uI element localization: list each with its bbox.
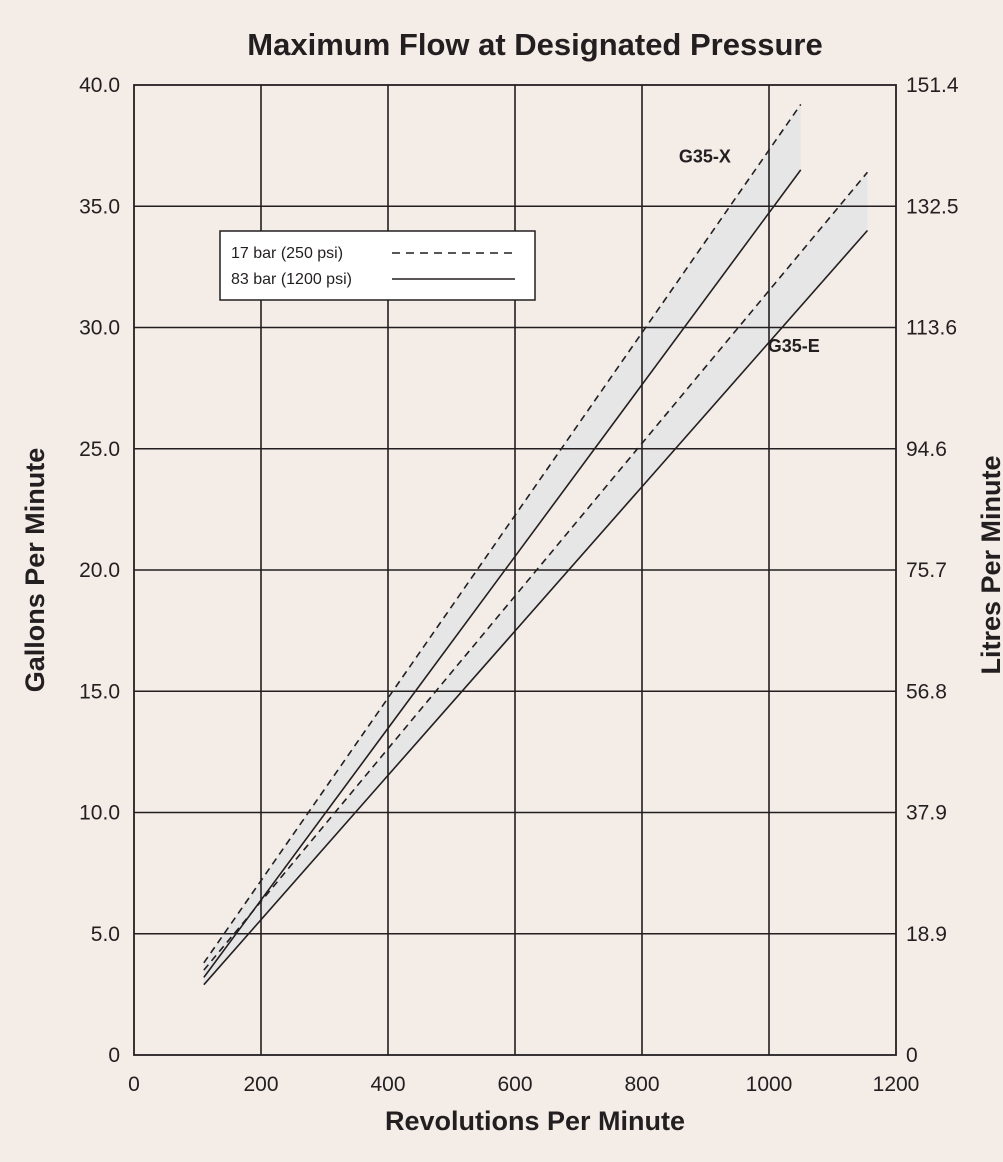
y-tick-labels-left: 0 5.0 10.0 15.0 20.0 25.0 30.0 35.0 40.0	[79, 74, 120, 1067]
band-g35-x	[203, 104, 801, 978]
series-line-g35-x-dashed	[203, 103, 802, 964]
x-tick-labels: 0 200 400 600 800 1000 1200	[128, 1073, 919, 1096]
y-tick-label-left: 30.0	[79, 317, 120, 340]
legend-box	[219, 230, 536, 301]
y-tick-label-left: 40.0	[79, 74, 120, 97]
y-tick-label-right: 132.5	[906, 195, 959, 218]
series-labels: G35-X G35-E	[679, 147, 820, 356]
series-label-g35-e: G35-E	[768, 336, 820, 356]
y-tick-label-right: 37.9	[906, 802, 947, 825]
y-axis-title-left: Gallons Per Minute	[20, 448, 50, 693]
series-lines	[203, 103, 869, 986]
y-tick-label-left: 10.0	[79, 802, 120, 825]
series-line-g35-x-solid	[203, 169, 802, 978]
y-tick-label-right: 113.6	[906, 317, 957, 340]
y-axis-title-right: Litres Per Minute	[976, 455, 1003, 674]
chart-title: Maximum Flow at Designated Pressure	[247, 27, 822, 62]
grid-lines	[134, 85, 896, 1055]
y-tick-label-right: 18.9	[906, 923, 947, 946]
legend: 17 bar (250 psi) 83 bar (1200 psi)	[219, 230, 536, 301]
y-tick-label-right: 75.7	[906, 559, 947, 582]
x-tick-label: 0	[128, 1073, 140, 1096]
y-tick-label-right: 94.6	[906, 438, 947, 461]
x-tick-label: 200	[243, 1073, 278, 1096]
band-g35-e	[203, 172, 868, 985]
y-tick-label-right: 56.8	[906, 680, 947, 703]
y-tick-label-left: 15.0	[79, 680, 120, 703]
y-tick-labels-right: 0 18.9 37.9 56.8 75.7 94.6 113.6 132.5 151.4	[906, 74, 959, 1067]
series-line-g35-e-dashed	[203, 171, 869, 971]
x-tick-label: 800	[624, 1073, 659, 1096]
pressure-bands	[203, 104, 868, 985]
x-tick-label: 1000	[746, 1073, 793, 1096]
x-tick-label: 1200	[873, 1073, 920, 1096]
y-tick-label-left: 0	[108, 1044, 120, 1067]
x-axis-title: Revolutions Per Minute	[385, 1106, 685, 1136]
x-tick-label: 600	[497, 1073, 532, 1096]
y-tick-label-left: 25.0	[79, 438, 120, 461]
series-line-g35-e-solid	[203, 229, 869, 986]
series-label-g35-x: G35-X	[679, 147, 731, 167]
legend-label-17bar: 17 bar (250 psi)	[231, 245, 343, 262]
x-tick-label: 400	[370, 1073, 405, 1096]
y-tick-label-left: 35.0	[79, 195, 120, 218]
y-tick-label-right: 0	[906, 1044, 918, 1067]
plot-frame	[133, 84, 897, 1056]
y-tick-label-left: 20.0	[79, 559, 120, 582]
y-tick-label-left: 5.0	[91, 923, 120, 946]
legend-label-83bar: 83 bar (1200 psi)	[231, 271, 352, 288]
y-tick-label-right: 151.4	[906, 74, 959, 97]
